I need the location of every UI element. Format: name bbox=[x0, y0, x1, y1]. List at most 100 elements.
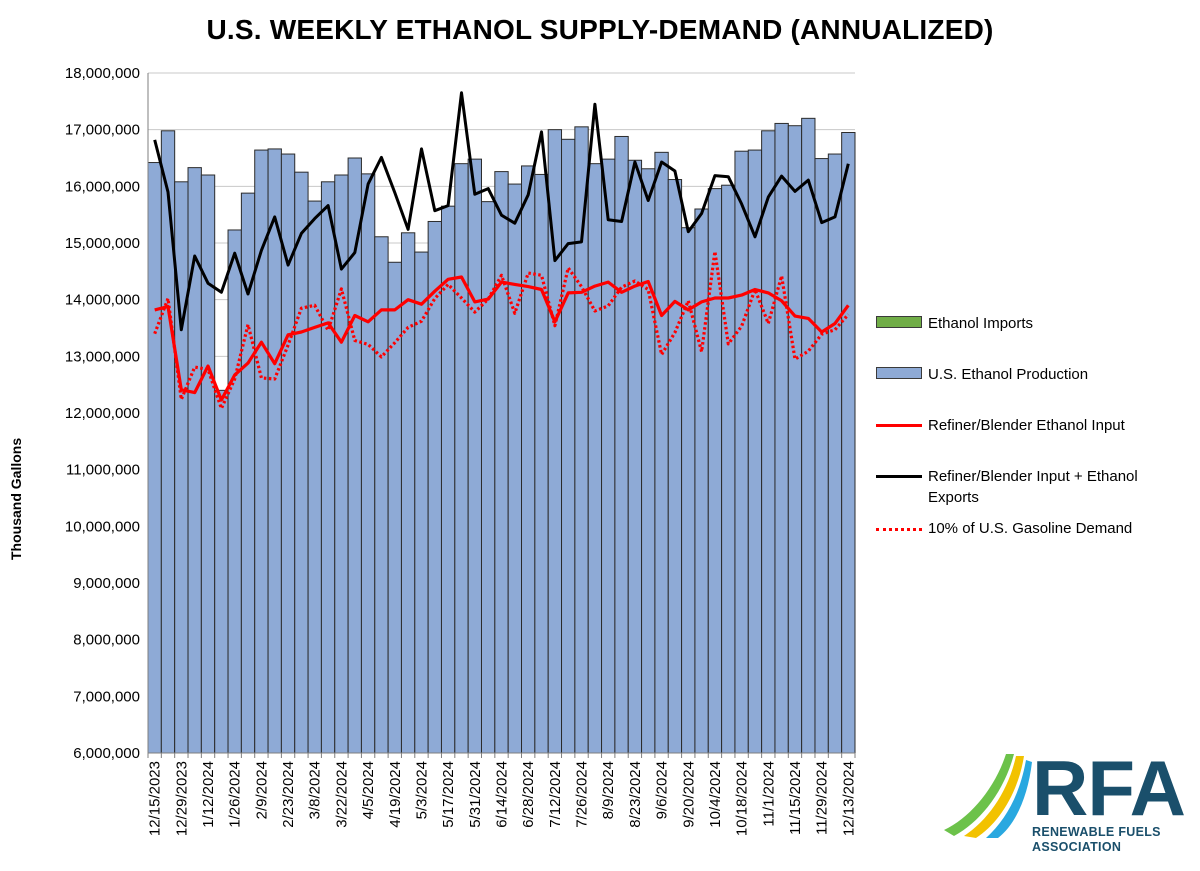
axes bbox=[147, 73, 856, 758]
legend-item-production: U.S. Ethanol Production bbox=[876, 364, 1176, 385]
production-bar bbox=[827, 153, 843, 754]
chart-title: U.S. WEEKLY ETHANOL SUPPLY-DEMAND (ANNUA… bbox=[206, 14, 994, 45]
series-lines bbox=[153, 91, 850, 411]
x-tick-labels: 12/15/2023 12/29/2023 1/12/2024 1/26/2024 2/… bbox=[147, 761, 858, 836]
production-bar bbox=[521, 165, 536, 754]
production-bar bbox=[507, 183, 523, 754]
series-line bbox=[153, 249, 850, 411]
x-tick-label: 12/15/2023 bbox=[147, 761, 164, 836]
legend-swatch-gasoline-demand bbox=[876, 528, 922, 531]
y-tick-label: 14,000,000 bbox=[65, 292, 140, 309]
production-bar bbox=[200, 174, 216, 754]
production-bar bbox=[814, 158, 829, 754]
rfa-logo: RFA RENEWABLE FUELS ASSOCIATION bbox=[940, 748, 1190, 858]
x-tick-label: 5/3/2024 bbox=[414, 761, 431, 819]
production-bar bbox=[734, 150, 749, 754]
y-tick-label: 17,000,000 bbox=[65, 122, 140, 139]
x-tick-label: 3/22/2024 bbox=[333, 761, 350, 828]
production-bar bbox=[454, 163, 469, 754]
legend-item-input-plus-exports: Refiner/Blender Input + Ethanol Exports bbox=[876, 466, 1176, 508]
production-bar bbox=[601, 158, 616, 754]
production-bar bbox=[360, 173, 376, 754]
production-bar bbox=[294, 171, 309, 754]
legend-swatch-refiner-input bbox=[876, 424, 922, 427]
y-tick-label: 7,000,000 bbox=[73, 688, 140, 705]
y-tick-label: 15,000,000 bbox=[65, 235, 140, 252]
logo-letters: RFA bbox=[1032, 744, 1186, 832]
x-tick-label: 8/9/2024 bbox=[600, 761, 617, 819]
legend-label: Refiner/Blender Input + Ethanol Exports bbox=[928, 468, 1138, 506]
production-bar bbox=[774, 122, 789, 754]
production-bar bbox=[227, 229, 242, 754]
x-tick-label: 9/6/2024 bbox=[654, 761, 671, 819]
production-bar bbox=[214, 389, 229, 754]
series-line bbox=[153, 91, 850, 332]
legend-swatch-production bbox=[876, 367, 922, 379]
production-bar bbox=[160, 130, 176, 754]
x-tick-label: 8/23/2024 bbox=[627, 761, 644, 828]
y-tick-label: 11,000,000 bbox=[66, 462, 140, 479]
legend-item-imports: Ethanol Imports bbox=[876, 313, 1176, 334]
production-bar bbox=[494, 171, 509, 754]
production-bar bbox=[694, 208, 709, 754]
x-tick-label: 12/29/2023 bbox=[173, 761, 190, 836]
production-bar bbox=[787, 125, 803, 754]
x-tick-label: 2/23/2024 bbox=[280, 761, 297, 828]
legend-item-gasoline-demand: 10% of U.S. Gasoline Demand bbox=[876, 518, 1176, 539]
y-tick-label: 9,000,000 bbox=[73, 575, 140, 592]
x-tick-label: 9/20/2024 bbox=[680, 761, 697, 828]
x-tick-label: 6/14/2024 bbox=[494, 761, 511, 828]
x-tick-label: 10/4/2024 bbox=[707, 761, 724, 828]
production-bar bbox=[654, 151, 669, 754]
production-bar bbox=[307, 200, 322, 754]
y-tick-label: 16,000,000 bbox=[65, 178, 140, 195]
legend-label: Ethanol Imports bbox=[928, 315, 1034, 332]
x-tick-label: 11/1/2024 bbox=[760, 761, 777, 827]
production-bar bbox=[614, 135, 629, 754]
production-bars bbox=[147, 117, 856, 754]
legend-label: 10% of U.S. Gasoline Demand bbox=[928, 520, 1133, 537]
y-tick-label: 18,000,000 bbox=[65, 65, 140, 82]
y-tick-labels: 6,000,000 7,000,000 8,000,000 9,000,000 10,0… bbox=[65, 65, 140, 762]
x-tick-label: 2/9/2024 bbox=[253, 761, 270, 819]
legend-label: U.S. Ethanol Production bbox=[928, 366, 1089, 383]
production-bar bbox=[320, 181, 336, 754]
y-tick-label: 13,000,000 bbox=[65, 348, 140, 365]
y-tick-label: 6,000,000 bbox=[73, 745, 140, 762]
legend-swatch-imports bbox=[876, 316, 922, 328]
y-tick-label: 12,000,000 bbox=[65, 405, 140, 422]
logo-swoosh-icon bbox=[944, 754, 1032, 838]
x-tick-label: 5/31/2024 bbox=[467, 761, 484, 828]
x-tick-label: 7/26/2024 bbox=[574, 761, 591, 828]
x-tick-label: 10/18/2024 bbox=[734, 761, 751, 836]
production-bar bbox=[587, 163, 603, 754]
production-bar bbox=[414, 251, 429, 754]
legend-item-refiner-input: Refiner/Blender Ethanol Input bbox=[876, 415, 1176, 436]
logo-line-2: ASSOCIATION bbox=[1032, 840, 1122, 854]
production-bar bbox=[147, 162, 162, 754]
production-bar bbox=[721, 184, 736, 754]
production-bar bbox=[467, 158, 482, 754]
production-bar bbox=[667, 179, 683, 754]
x-tick-label: 6/28/2024 bbox=[520, 761, 537, 828]
x-tick-label: 4/19/2024 bbox=[387, 761, 404, 828]
x-tick-label: 3/8/2024 bbox=[307, 761, 324, 819]
legend-swatch-input-plus-exports bbox=[876, 475, 922, 478]
production-bar bbox=[641, 168, 656, 754]
production-bar bbox=[480, 201, 496, 754]
x-tick-label: 5/17/2024 bbox=[440, 761, 457, 828]
production-bar bbox=[267, 148, 282, 754]
legend-label: Refiner/Blender Ethanol Input bbox=[928, 417, 1125, 434]
production-bar bbox=[534, 173, 549, 754]
production-bar bbox=[747, 149, 763, 754]
y-tick-label: 8,000,000 bbox=[73, 632, 140, 649]
x-tick-label: 11/29/2024 bbox=[814, 761, 831, 835]
production-bar bbox=[574, 126, 589, 754]
production-bar bbox=[841, 132, 856, 754]
y-tick-label: 10,000,000 bbox=[65, 518, 140, 535]
x-tick-label: 12/13/2024 bbox=[840, 761, 857, 836]
production-bar bbox=[627, 159, 643, 754]
x-tick-label: 7/12/2024 bbox=[547, 761, 564, 828]
production-bar bbox=[801, 117, 816, 754]
